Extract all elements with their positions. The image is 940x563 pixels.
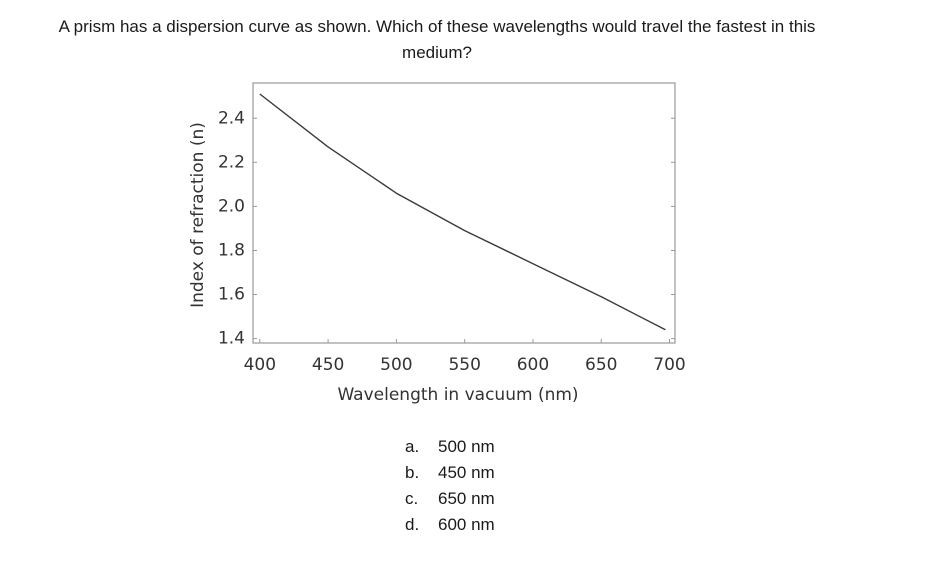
x-tick-label: 450 bbox=[312, 355, 344, 375]
plot-frame bbox=[252, 82, 676, 344]
dispersion-curve bbox=[259, 93, 666, 331]
option-letter: d. bbox=[405, 515, 420, 534]
question: A prism has a dispersion curve as shown.… bbox=[58, 17, 816, 62]
option-text: 600 nm bbox=[438, 515, 495, 534]
x-tick-label: 500 bbox=[380, 355, 412, 375]
options: a. 500 nm b. 450 nm c. 650 nm d. 600 nm bbox=[405, 434, 495, 538]
option: a. 500 nm bbox=[405, 434, 495, 460]
y-tick-label: 2.2 bbox=[218, 152, 245, 172]
x-tick-label: 650 bbox=[585, 355, 617, 375]
option-letter: c. bbox=[405, 489, 419, 508]
option: b. 450 nm bbox=[405, 460, 495, 486]
y-axis-label: Index of refraction (n) bbox=[188, 122, 208, 308]
x-tick-label: 700 bbox=[653, 355, 685, 375]
y-tick-label: 2.0 bbox=[218, 196, 245, 216]
option-text: 450 nm bbox=[438, 463, 495, 482]
option: c. 650 nm bbox=[405, 486, 495, 512]
option: d. 600 nm bbox=[405, 512, 495, 538]
option-letter: b. bbox=[405, 463, 420, 482]
x-tick-label: 550 bbox=[448, 355, 480, 375]
x-tick-label: 600 bbox=[517, 355, 549, 375]
y-tick-label: 1.8 bbox=[218, 240, 245, 260]
y-tick-label: 1.6 bbox=[218, 285, 245, 305]
option-text: 500 nm bbox=[438, 437, 495, 456]
x-tick-label: 400 bbox=[244, 355, 276, 375]
option-text: 650 nm bbox=[438, 489, 495, 508]
chart: Index of refraction (n) Wavelength in va… bbox=[188, 82, 686, 405]
option-letter: a. bbox=[405, 437, 420, 456]
x-axis-label: Wavelength in vacuum (nm) bbox=[337, 385, 578, 405]
y-tick-label: 1.4 bbox=[218, 329, 245, 349]
y-tick-label: 2.4 bbox=[218, 108, 245, 128]
